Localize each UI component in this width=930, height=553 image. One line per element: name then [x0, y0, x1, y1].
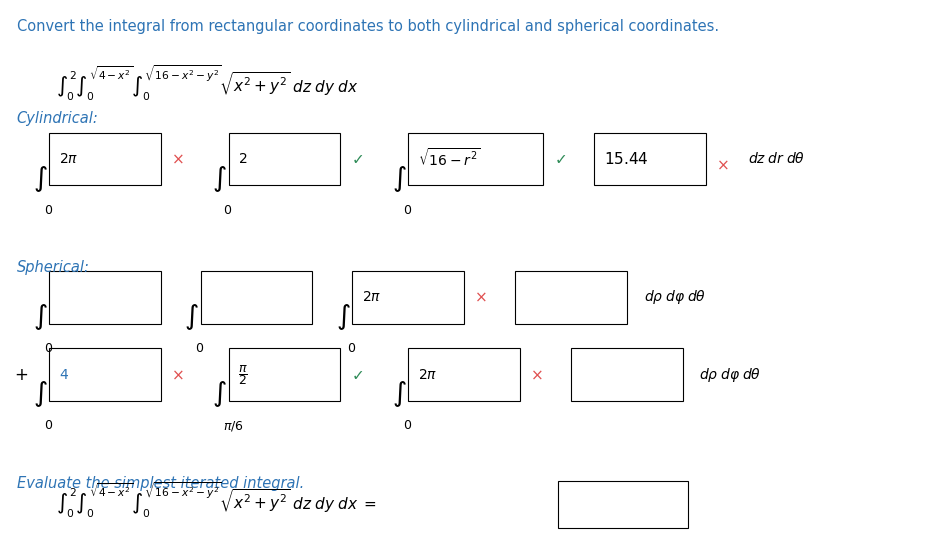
Text: $d\rho\;d\varphi\;d\theta$: $d\rho\;d\varphi\;d\theta$: [644, 288, 706, 306]
Text: $\int_0^2 \int_0^{\sqrt{4-x^2}} \int_0^{\sqrt{16-x^2-y^2}} \sqrt{x^2+y^2}\;dz\;d: $\int_0^2 \int_0^{\sqrt{4-x^2}} \int_0^{…: [56, 480, 376, 520]
Text: $\int$: $\int$: [212, 379, 227, 409]
FancyBboxPatch shape: [49, 271, 161, 324]
FancyBboxPatch shape: [558, 481, 688, 528]
Text: $2\pi$: $2\pi$: [59, 152, 78, 166]
FancyBboxPatch shape: [408, 133, 543, 185]
Text: $\int$: $\int$: [184, 302, 199, 332]
Text: 0: 0: [44, 342, 52, 355]
Text: $\int$: $\int$: [33, 164, 47, 194]
Text: $2\pi$: $2\pi$: [362, 290, 381, 304]
Text: Convert the integral from rectangular coordinates to both cylindrical and spheri: Convert the integral from rectangular co…: [17, 19, 719, 34]
FancyBboxPatch shape: [352, 271, 464, 324]
Text: $\pi/6$: $\pi/6$: [223, 419, 244, 433]
Text: $\times$: $\times$: [171, 367, 184, 382]
Text: $\int$: $\int$: [212, 164, 227, 194]
Text: 0: 0: [44, 204, 52, 217]
Text: 0: 0: [195, 342, 204, 355]
Text: 0: 0: [403, 204, 411, 217]
Text: $\int$: $\int$: [33, 379, 47, 409]
Text: Evaluate the simplest iterated integral.: Evaluate the simplest iterated integral.: [17, 476, 304, 491]
FancyBboxPatch shape: [49, 133, 161, 185]
Text: $\dfrac{\pi}{2}$: $\dfrac{\pi}{2}$: [238, 363, 248, 387]
Text: $\checkmark$: $\checkmark$: [553, 152, 566, 166]
Text: $2\pi$: $2\pi$: [418, 368, 437, 382]
Text: $\times$: $\times$: [474, 290, 487, 305]
Text: $\times$: $\times$: [171, 152, 184, 166]
Text: 0: 0: [223, 204, 232, 217]
FancyBboxPatch shape: [515, 271, 627, 324]
Text: $dz\;dr\;d\theta$: $dz\;dr\;d\theta$: [748, 152, 804, 166]
Text: +: +: [14, 366, 28, 384]
FancyBboxPatch shape: [201, 271, 312, 324]
Text: $\checkmark$: $\checkmark$: [351, 367, 364, 382]
Text: 0: 0: [44, 419, 52, 432]
FancyBboxPatch shape: [594, 133, 706, 185]
Text: $2$: $2$: [238, 152, 247, 166]
FancyBboxPatch shape: [229, 348, 340, 401]
FancyBboxPatch shape: [229, 133, 340, 185]
Text: 0: 0: [403, 419, 411, 432]
FancyBboxPatch shape: [408, 348, 520, 401]
Text: $15.44$: $15.44$: [604, 151, 648, 167]
Text: 0: 0: [347, 342, 355, 355]
Text: $\times$: $\times$: [530, 367, 543, 382]
Text: $4$: $4$: [59, 368, 69, 382]
Text: $\int$: $\int$: [336, 302, 351, 332]
Text: $\int_0^2 \int_0^{\sqrt{4-x^2}} \int_0^{\sqrt{16-x^2-y^2}} \sqrt{x^2+y^2}\; dz\;: $\int_0^2 \int_0^{\sqrt{4-x^2}} \int_0^{…: [56, 64, 358, 103]
FancyBboxPatch shape: [571, 348, 683, 401]
Text: $\int$: $\int$: [392, 379, 406, 409]
Text: $d\rho\;d\varphi\;d\theta$: $d\rho\;d\varphi\;d\theta$: [699, 366, 762, 384]
Text: $\sqrt{16-r^2}$: $\sqrt{16-r^2}$: [418, 148, 480, 170]
Text: $\int$: $\int$: [392, 164, 406, 194]
Text: Cylindrical:: Cylindrical:: [17, 111, 99, 126]
Text: $\int$: $\int$: [33, 302, 47, 332]
Text: $\times$: $\times$: [716, 157, 729, 172]
Text: Spherical:: Spherical:: [17, 260, 89, 275]
Text: $\checkmark$: $\checkmark$: [351, 152, 364, 166]
FancyBboxPatch shape: [49, 348, 161, 401]
